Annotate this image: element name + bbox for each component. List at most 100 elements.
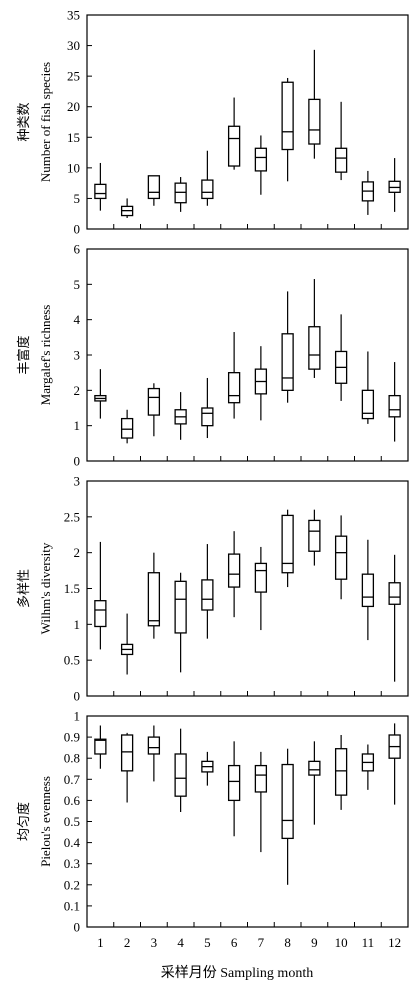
iqr-box xyxy=(334,535,348,580)
y-tick-label: 0 xyxy=(74,920,81,935)
box-12 xyxy=(388,554,401,682)
box-2 xyxy=(120,409,134,444)
iqr-box xyxy=(227,125,241,167)
y-tick-label: 3 xyxy=(74,474,81,489)
iqr-box xyxy=(174,580,187,634)
box-4 xyxy=(174,392,187,440)
plot-frame xyxy=(86,715,409,928)
y-axis-label: Number of fish species xyxy=(38,62,53,182)
x-tick-label: 2 xyxy=(124,935,131,950)
x-tick-label: 10 xyxy=(335,935,348,950)
box-9 xyxy=(308,279,321,378)
y-tick-label: 5 xyxy=(74,191,81,206)
panel-4: 0 0.1 0.2 0.3 0.4 0.5 0.6 0.7 0.8 0.9 1 均匀度 Pielou's… xyxy=(16,709,409,935)
y-axis-label-zh: 多样性 xyxy=(16,569,31,608)
x-tick-label: 4 xyxy=(177,935,184,950)
box-7 xyxy=(254,346,268,421)
y-tick-label: 2 xyxy=(74,545,81,560)
box-5 xyxy=(201,751,214,786)
box-5 xyxy=(201,377,214,439)
panel-1: 0 5 10 15 20 25 30 35 种类数 Number of fish species xyxy=(16,8,409,237)
y-tick-label: 0.8 xyxy=(64,751,80,766)
iqr-box xyxy=(120,417,134,439)
x-tick-label: 11 xyxy=(362,935,375,950)
iqr-box xyxy=(201,579,214,611)
y-axis-label-zh: 均匀度 xyxy=(16,802,31,841)
box-9 xyxy=(308,49,321,159)
box-8 xyxy=(281,77,294,182)
iqr-box xyxy=(281,333,294,391)
y-tick-label: 0 xyxy=(74,222,81,237)
iqr-box xyxy=(254,562,268,593)
y-tick-label: 0.3 xyxy=(64,856,80,871)
y-tick-label: 3 xyxy=(74,348,81,363)
iqr-box xyxy=(334,748,348,796)
y-tick-label: 0.5 xyxy=(64,814,80,829)
box-11 xyxy=(361,744,375,790)
box-7 xyxy=(254,546,268,631)
y-tick-label: 2.5 xyxy=(64,509,80,524)
plot-frame xyxy=(86,248,409,462)
iqr-box xyxy=(308,760,321,776)
box-12 xyxy=(388,362,401,442)
box-9 xyxy=(308,509,321,566)
box-6 xyxy=(227,531,241,618)
iqr-box xyxy=(201,179,214,200)
y-tick-label: 0.1 xyxy=(64,898,80,913)
iqr-box xyxy=(147,175,161,200)
iqr-box xyxy=(281,763,294,840)
x-tick-label: 5 xyxy=(204,935,211,950)
box-10 xyxy=(334,314,348,401)
y-axis-label: Pielou's evenness xyxy=(38,776,53,867)
x-tick-label: 8 xyxy=(284,935,291,950)
y-axis-label: Wilhm's diversity xyxy=(38,542,53,634)
iqr-box xyxy=(361,573,375,608)
box-6 xyxy=(227,97,241,170)
y-tick-label: 30 xyxy=(67,38,80,53)
x-axis-label: 采样月份 Sampling month xyxy=(161,965,313,981)
y-tick-label: 10 xyxy=(67,160,80,175)
box-10 xyxy=(334,515,348,600)
iqr-box xyxy=(388,394,401,418)
y-tick-label: 0.4 xyxy=(64,835,81,850)
box-1 xyxy=(94,541,107,650)
panel-3: 0 0.5 1 1.5 2 2.5 3 多样性 Wilhm's diversity xyxy=(16,474,409,704)
box-2 xyxy=(120,732,134,803)
y-axis-label: Margalef's richness xyxy=(38,305,53,406)
x-tick-label: 12 xyxy=(388,935,401,950)
iqr-box xyxy=(308,326,321,370)
iqr-box xyxy=(227,764,241,802)
box-1 xyxy=(94,162,107,211)
y-tick-label: 5 xyxy=(74,277,81,292)
plot-frame xyxy=(86,14,409,230)
x-tick-label: 9 xyxy=(311,935,318,950)
iqr-box xyxy=(308,519,321,552)
box-3 xyxy=(147,725,161,782)
box-5 xyxy=(201,544,214,639)
box-4 xyxy=(174,177,187,212)
box-10 xyxy=(334,101,348,181)
iqr-box xyxy=(94,738,107,755)
y-tick-label: 0.6 xyxy=(64,793,81,808)
iqr-box xyxy=(361,389,375,420)
box-8 xyxy=(281,748,294,885)
box-12 xyxy=(388,158,401,212)
box-3 xyxy=(147,175,161,206)
box-7 xyxy=(254,751,268,853)
y-tick-label: 35 xyxy=(67,8,80,23)
plot-frame xyxy=(86,480,409,697)
iqr-box xyxy=(281,514,294,574)
box-12 xyxy=(388,723,401,805)
iqr-box xyxy=(308,98,321,145)
iqr-box xyxy=(94,183,107,200)
box-7 xyxy=(254,135,268,195)
box-11 xyxy=(361,351,375,424)
iqr-box xyxy=(147,572,161,627)
box-8 xyxy=(281,509,294,588)
x-tick-label: 6 xyxy=(231,935,238,950)
box-4 xyxy=(174,728,187,813)
iqr-box xyxy=(388,582,401,605)
y-axis-label-zh: 丰富度 xyxy=(16,335,31,374)
panel-2: 0 1 2 3 4 5 6 丰富度 Margalef's richness xyxy=(16,242,409,469)
